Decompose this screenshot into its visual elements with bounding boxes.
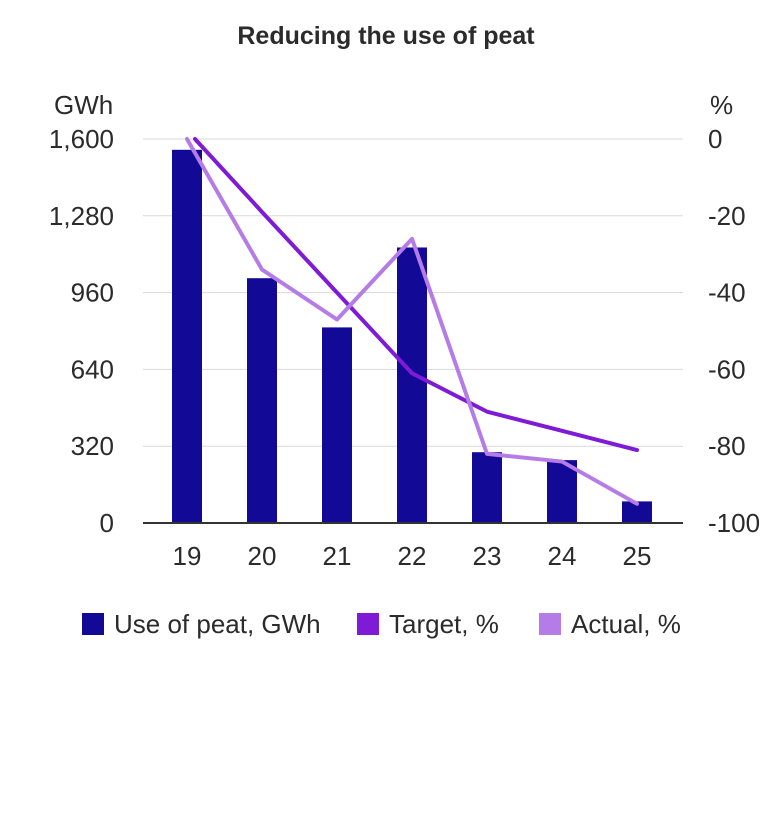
right-tick-label: -40 bbox=[708, 278, 746, 308]
left-axis-ticks: 0 320 640 960 1,280 1,600 bbox=[49, 124, 114, 538]
right-axis-unit: % bbox=[710, 90, 733, 120]
line-series bbox=[185, 137, 639, 506]
left-axis-unit: GWh bbox=[54, 90, 113, 120]
legend-swatch bbox=[82, 613, 104, 635]
x-tick-label: 19 bbox=[173, 541, 202, 571]
legend: Use of peat, GWh Target, % Actual, % bbox=[82, 609, 681, 639]
right-tick-label: 0 bbox=[708, 124, 722, 154]
legend-label: Actual, % bbox=[571, 609, 681, 639]
right-axis-ticks: -100 -80 -60 -40 -20 0 bbox=[708, 124, 760, 538]
left-tick-label: 0 bbox=[100, 508, 114, 538]
x-tick-label: 21 bbox=[323, 541, 352, 571]
right-tick-label: -60 bbox=[708, 354, 746, 384]
bar-23 bbox=[472, 452, 502, 523]
right-tick-label: -100 bbox=[708, 508, 760, 538]
x-tick-label: 23 bbox=[473, 541, 502, 571]
bar-21 bbox=[322, 327, 352, 523]
right-tick-label: -80 bbox=[708, 431, 746, 461]
line-target bbox=[193, 137, 639, 453]
legend-swatch bbox=[357, 613, 379, 635]
bar-24 bbox=[547, 460, 577, 523]
bar-22 bbox=[397, 247, 427, 524]
chart-title: Reducing the use of peat bbox=[237, 22, 535, 50]
x-axis-ticks: 19 20 21 22 23 24 25 bbox=[173, 541, 652, 571]
left-tick-label: 1,280 bbox=[49, 201, 114, 231]
x-tick-label: 25 bbox=[623, 541, 652, 571]
left-tick-label: 1,600 bbox=[49, 124, 114, 154]
bar-20 bbox=[247, 278, 277, 523]
x-tick-label: 24 bbox=[548, 541, 577, 571]
left-tick-label: 320 bbox=[71, 431, 114, 461]
bar-19 bbox=[172, 149, 202, 524]
line-actual bbox=[185, 137, 639, 506]
left-tick-label: 640 bbox=[71, 354, 114, 384]
x-tick-label: 20 bbox=[248, 541, 277, 571]
bar-series bbox=[172, 149, 652, 524]
legend-label: Target, % bbox=[389, 609, 499, 639]
legend-label: Use of peat, GWh bbox=[114, 609, 321, 639]
legend-swatch bbox=[539, 613, 561, 635]
x-tick-label: 22 bbox=[398, 541, 427, 571]
bar-25 bbox=[622, 501, 652, 523]
left-tick-label: 960 bbox=[71, 278, 114, 308]
right-tick-label: -20 bbox=[708, 201, 746, 231]
